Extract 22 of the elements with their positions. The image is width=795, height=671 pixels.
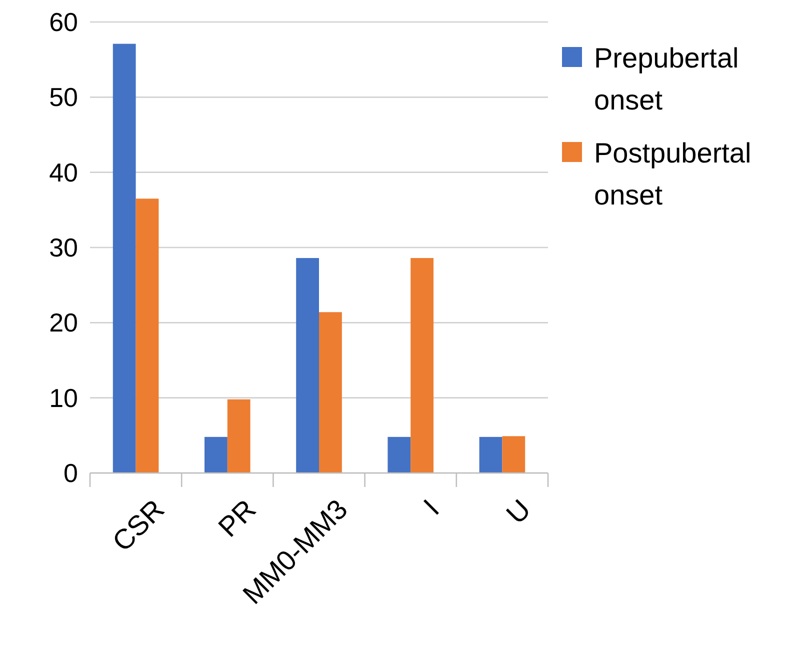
bar [388,436,411,473]
bar [296,258,319,473]
bar [112,44,136,473]
bar [410,258,434,473]
legend-label: Prepubertal onset [594,42,739,116]
y-tick-label: 20 [49,308,78,338]
legend-label: Postpubertal onset [594,138,752,210]
bar [204,436,228,473]
y-tick-label: 0 [64,458,78,488]
bar [227,399,250,473]
y-tick-label: 50 [49,82,78,112]
bar [479,436,502,473]
x-tick-label: I [418,493,445,521]
bar [502,436,526,473]
bar [319,312,342,473]
y-tick-label: 30 [49,232,78,262]
x-tick-label: U [500,493,537,530]
bar [136,198,159,473]
x-tick-label: CSR [106,493,170,558]
y-tick-label: 60 [49,7,78,37]
y-tick-label: 40 [49,157,78,188]
y-tick-label: 10 [49,382,78,413]
